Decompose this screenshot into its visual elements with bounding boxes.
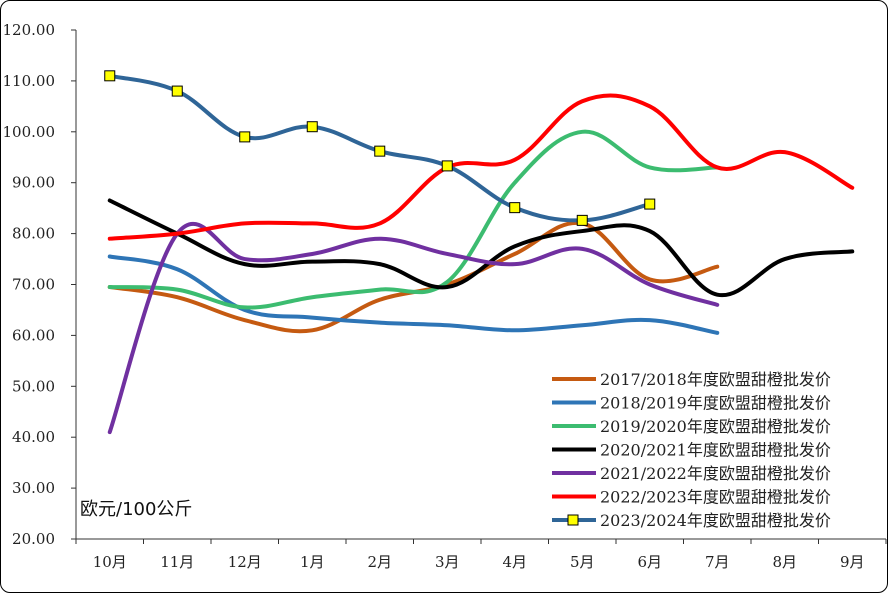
x-tick-label: 7月 bbox=[705, 553, 730, 571]
legend-label-7: 2023/2024年度欧盟甜橙批发价 bbox=[600, 511, 831, 530]
x-tick-label: 5月 bbox=[570, 553, 595, 571]
y-tick-label: 30.00 bbox=[12, 479, 55, 497]
series-line-4 bbox=[107, 198, 855, 298]
series-line-6 bbox=[107, 93, 855, 241]
data-point-marker bbox=[171, 85, 183, 97]
legend: 2017/2018年度欧盟甜橙批发价 2018/2019年度欧盟甜橙批发价 2019… bbox=[552, 370, 831, 530]
y-tick-label: 50.00 bbox=[12, 377, 55, 395]
legend-label-1: 2017/2018年度欧盟甜橙批发价 bbox=[600, 370, 831, 389]
x-tick-label: 10月 bbox=[93, 553, 127, 571]
y-tick-label: 60.00 bbox=[12, 326, 55, 344]
y-tick-label: 40.00 bbox=[12, 428, 55, 446]
legend-label-3: 2019/2020年度欧盟甜橙批发价 bbox=[600, 417, 831, 436]
data-point-marker bbox=[644, 198, 656, 210]
data-point-marker bbox=[576, 214, 588, 226]
series-line-3 bbox=[107, 129, 720, 310]
axes: 20.00 30.00 40.00 50.00 60.00 70.00 80.00 90.00… bbox=[3, 21, 887, 571]
y-tick-label: 100.00 bbox=[3, 123, 56, 141]
x-tick-label: 12月 bbox=[228, 553, 262, 571]
series-lines bbox=[104, 70, 855, 435]
x-tick-label: 11月 bbox=[160, 553, 194, 571]
data-point-marker bbox=[374, 145, 386, 157]
legend-marker bbox=[567, 514, 579, 526]
y-tick-label: 120.00 bbox=[3, 21, 56, 39]
series-line-2 bbox=[107, 254, 720, 335]
legend-label-5: 2021/2022年度欧盟甜橙批发价 bbox=[600, 464, 831, 483]
x-tick-label: 2月 bbox=[367, 553, 392, 571]
data-point-marker bbox=[441, 160, 453, 172]
y-tick-label: 20.00 bbox=[12, 530, 55, 548]
y-axis-unit-label: 欧元/100公斤 bbox=[80, 499, 193, 520]
y-tick-label: 110.00 bbox=[3, 72, 56, 90]
data-point-marker bbox=[306, 121, 318, 133]
x-tick-label: 3月 bbox=[435, 553, 460, 571]
data-point-marker bbox=[509, 202, 521, 214]
x-tick-label: 8月 bbox=[772, 553, 797, 571]
y-tick-label: 90.00 bbox=[12, 174, 55, 192]
x-tick-label: 9月 bbox=[840, 553, 865, 571]
legend-label-6: 2022/2023年度欧盟甜橙批发价 bbox=[600, 488, 831, 507]
y-tick-label: 70.00 bbox=[12, 276, 55, 294]
x-tick-label: 1月 bbox=[300, 553, 325, 571]
y-tick-label: 80.00 bbox=[12, 225, 55, 243]
x-tick-label: 6月 bbox=[637, 553, 662, 571]
legend-label-2: 2018/2019年度欧盟甜橙批发价 bbox=[600, 394, 831, 413]
x-tick-label: 4月 bbox=[502, 553, 527, 571]
data-point-marker bbox=[104, 70, 116, 82]
legend-label-4: 2020/2021年度欧盟甜橙批发价 bbox=[600, 441, 831, 460]
data-point-marker bbox=[239, 131, 251, 143]
